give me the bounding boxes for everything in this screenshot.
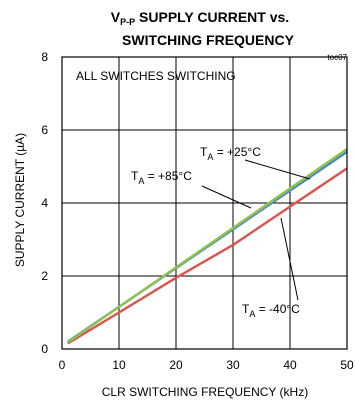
annotation-25c-pointer <box>245 160 310 179</box>
chart-title-line1: VP-P SUPPLY CURRENT vs. <box>111 9 289 27</box>
grid <box>62 57 347 349</box>
chart-title-line2: SWITCHING FREQUENCY <box>122 32 295 48</box>
condition-note: ALL SWITCHES SWITCHING <box>76 69 236 83</box>
y-tick-label: 6 <box>41 123 48 137</box>
x-tick-label: 0 <box>59 358 66 372</box>
tick-labels: 0 10 20 30 40 50 0 2 4 6 8 <box>41 50 354 372</box>
y-tick-label: 8 <box>41 50 48 64</box>
annotation-85c: TA = +85°C <box>131 169 192 186</box>
x-tick-label: 30 <box>226 358 240 372</box>
annotations: TA = +25°C TA = +85°C TA = -40°C <box>131 145 310 319</box>
y-tick-label: 2 <box>41 269 48 283</box>
annotation-25c: TA = +25°C <box>200 145 261 162</box>
y-axis-label: SUPPLY CURRENT (µA) <box>13 133 27 267</box>
series-group <box>68 149 347 344</box>
x-tick-label: 10 <box>112 358 126 372</box>
y-tick-label: 4 <box>41 196 48 210</box>
annotation-85c-pointer <box>202 186 251 208</box>
x-axis-label: CLR SWITCHING FREQUENCY (kHz) <box>102 385 308 399</box>
x-tick-label: 20 <box>169 358 183 372</box>
x-tick-label: 40 <box>283 358 297 372</box>
y-tick-label: 0 <box>41 342 48 356</box>
annotation-m40c: TA = -40°C <box>242 302 300 319</box>
series-line <box>68 168 347 343</box>
x-tick-label: 50 <box>340 358 354 372</box>
